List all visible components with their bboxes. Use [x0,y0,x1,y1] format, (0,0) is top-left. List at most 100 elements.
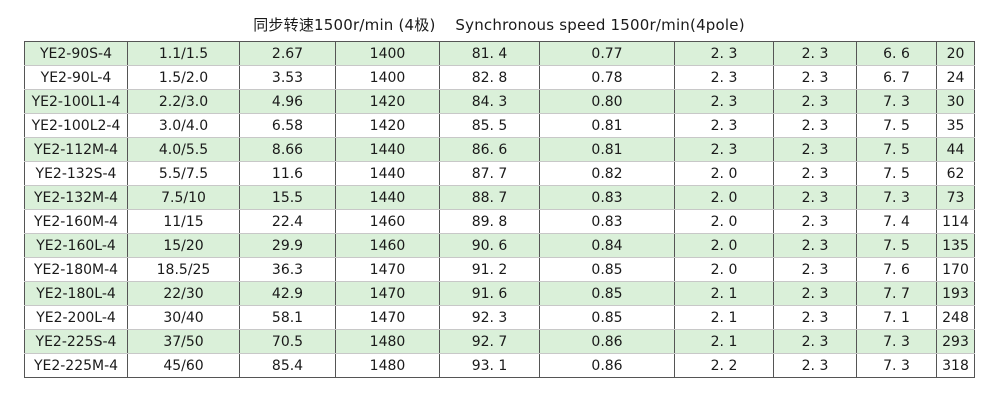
current-cell: 2.67 [239,41,336,66]
speed-cell: 1420 [335,89,440,114]
starting-torque-ratio-cell: 2. 0 [674,185,774,210]
power-factor-cell: 0.82 [539,161,675,186]
starting-torque-ratio-cell: 2. 3 [674,65,774,90]
current-cell: 3.53 [239,65,336,90]
speed-cell: 1470 [335,281,440,306]
max-torque-ratio-cell: 2. 3 [773,257,857,282]
table-row: YE2-100L2-4 3.0/4.0 6.58 1420 85. 5 0.81… [24,113,975,138]
weight-cell: 24 [936,65,975,90]
starting-current-ratio-cell: 7. 3 [856,329,937,354]
power-factor-cell: 0.83 [539,185,675,210]
starting-torque-ratio-cell: 2. 0 [674,257,774,282]
table-row: YE2-132S-4 5.5/7.5 11.6 1440 87. 7 0.82 … [24,161,975,186]
weight-cell: 44 [936,137,975,162]
starting-current-ratio-cell: 7. 5 [856,137,937,162]
speed-cell: 1400 [335,65,440,90]
power-cell: 15/20 [127,233,240,258]
power-cell: 4.0/5.5 [127,137,240,162]
starting-current-ratio-cell: 7. 1 [856,305,937,330]
max-torque-ratio-cell: 2. 3 [773,233,857,258]
speed-cell: 1470 [335,305,440,330]
weight-cell: 318 [936,353,975,378]
speed-cell: 1470 [335,257,440,282]
weight-cell: 73 [936,185,975,210]
starting-current-ratio-cell: 6. 6 [856,41,937,66]
efficiency-cell: 91. 6 [439,281,540,306]
speed-cell: 1420 [335,113,440,138]
power-cell: 30/40 [127,305,240,330]
power-cell: 37/50 [127,329,240,354]
efficiency-cell: 84. 3 [439,89,540,114]
speed-cell: 1440 [335,185,440,210]
table-row: YE2-100L1-4 2.2/3.0 4.96 1420 84. 3 0.80… [24,89,975,114]
starting-torque-ratio-cell: 2. 0 [674,209,774,234]
table-row: YE2-112M-4 4.0/5.5 8.66 1440 86. 6 0.81 … [24,137,975,162]
efficiency-cell: 82. 8 [439,65,540,90]
efficiency-cell: 93. 1 [439,353,540,378]
weight-cell: 170 [936,257,975,282]
power-factor-cell: 0.78 [539,65,675,90]
starting-current-ratio-cell: 7. 3 [856,353,937,378]
max-torque-ratio-cell: 2. 3 [773,41,857,66]
table-row: YE2-90S-4 1.1/1.5 2.67 1400 81. 4 0.77 2… [24,41,975,66]
table-row: YE2-160L-4 15/20 29.9 1460 90. 6 0.84 2.… [24,233,975,258]
table-row: YE2-160M-4 11/15 22.4 1460 89. 8 0.83 2.… [24,209,975,234]
motor-spec-table: YE2-90S-4 1.1/1.5 2.67 1400 81. 4 0.77 2… [24,41,975,378]
current-cell: 36.3 [239,257,336,282]
starting-current-ratio-cell: 7. 5 [856,233,937,258]
starting-torque-ratio-cell: 2. 1 [674,281,774,306]
current-cell: 70.5 [239,329,336,354]
weight-cell: 62 [936,161,975,186]
model-cell: YE2-90L-4 [24,65,128,90]
efficiency-cell: 86. 6 [439,137,540,162]
power-factor-cell: 0.77 [539,41,675,66]
starting-torque-ratio-cell: 2. 3 [674,89,774,114]
power-cell: 22/30 [127,281,240,306]
max-torque-ratio-cell: 2. 3 [773,185,857,210]
speed-cell: 1440 [335,137,440,162]
weight-cell: 114 [936,209,975,234]
model-cell: YE2-200L-4 [24,305,128,330]
speed-cell: 1480 [335,329,440,354]
current-cell: 8.66 [239,137,336,162]
power-factor-cell: 0.81 [539,137,675,162]
starting-torque-ratio-cell: 2. 2 [674,353,774,378]
table-row: YE2-90L-4 1.5/2.0 3.53 1400 82. 8 0.78 2… [24,65,975,90]
model-cell: YE2-112M-4 [24,137,128,162]
power-cell: 5.5/7.5 [127,161,240,186]
model-cell: YE2-100L1-4 [24,89,128,114]
efficiency-cell: 87. 7 [439,161,540,186]
power-factor-cell: 0.86 [539,329,675,354]
starting-current-ratio-cell: 7. 3 [856,185,937,210]
max-torque-ratio-cell: 2. 3 [773,281,857,306]
weight-cell: 293 [936,329,975,354]
starting-torque-ratio-cell: 2. 0 [674,233,774,258]
max-torque-ratio-cell: 2. 3 [773,209,857,234]
model-cell: YE2-180L-4 [24,281,128,306]
power-factor-cell: 0.83 [539,209,675,234]
current-cell: 6.58 [239,113,336,138]
speed-cell: 1480 [335,353,440,378]
max-torque-ratio-cell: 2. 3 [773,161,857,186]
power-factor-cell: 0.86 [539,353,675,378]
efficiency-cell: 92. 3 [439,305,540,330]
power-cell: 45/60 [127,353,240,378]
current-cell: 42.9 [239,281,336,306]
starting-current-ratio-cell: 7. 4 [856,209,937,234]
starting-torque-ratio-cell: 2. 0 [674,161,774,186]
table-row: YE2-225S-4 37/50 70.5 1480 92. 7 0.86 2.… [24,329,975,354]
power-factor-cell: 0.81 [539,113,675,138]
max-torque-ratio-cell: 2. 3 [773,113,857,138]
power-factor-cell: 0.84 [539,233,675,258]
model-cell: YE2-132M-4 [24,185,128,210]
starting-torque-ratio-cell: 2. 3 [674,113,774,138]
max-torque-ratio-cell: 2. 3 [773,89,857,114]
table-row: YE2-225M-4 45/60 85.4 1480 93. 1 0.86 2.… [24,353,975,378]
table-row: YE2-132M-4 7.5/10 15.5 1440 88. 7 0.83 2… [24,185,975,210]
starting-current-ratio-cell: 7. 6 [856,257,937,282]
max-torque-ratio-cell: 2. 3 [773,137,857,162]
current-cell: 15.5 [239,185,336,210]
max-torque-ratio-cell: 2. 3 [773,305,857,330]
weight-cell: 193 [936,281,975,306]
power-cell: 18.5/25 [127,257,240,282]
